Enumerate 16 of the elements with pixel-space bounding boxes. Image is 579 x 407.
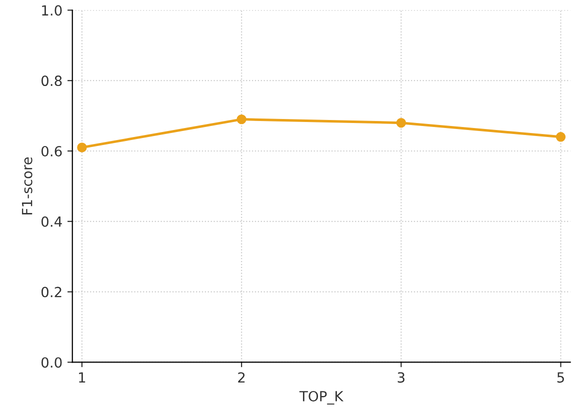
y-tick-label: 0.6 bbox=[41, 146, 62, 156]
point bbox=[556, 132, 566, 142]
x-tick-label: 1 bbox=[79, 372, 86, 383]
point bbox=[77, 142, 87, 152]
point bbox=[236, 114, 246, 124]
y-tick-label: 0.2 bbox=[41, 286, 62, 298]
y-axis-title: F1-score bbox=[22, 157, 32, 214]
y-tick-label: 0.0 bbox=[41, 357, 62, 368]
y-tick-label: 0.4 bbox=[41, 216, 62, 227]
x-tick-label: 5 bbox=[557, 372, 564, 383]
x-tick-label: 3 bbox=[398, 372, 404, 383]
y-tick-label: 1.0 bbox=[42, 5, 62, 16]
point bbox=[396, 118, 406, 128]
x-tick-label: 2 bbox=[238, 372, 245, 383]
y-tick-label: 0.8 bbox=[41, 76, 62, 86]
x-axis-title: TOP_K bbox=[299, 390, 344, 405]
